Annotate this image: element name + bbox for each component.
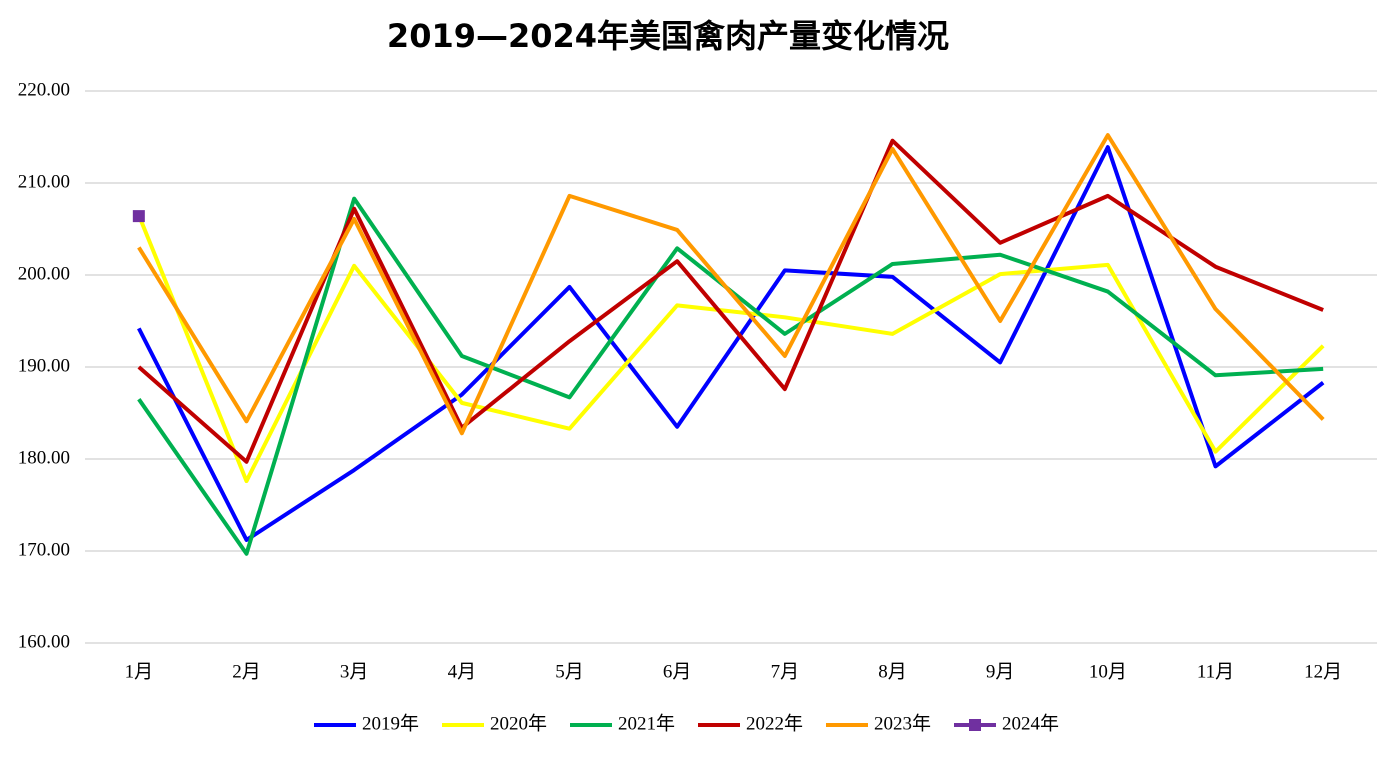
x-tick-label: 6月	[663, 661, 692, 682]
series-line	[137, 196, 1324, 556]
legend-label: 2022年	[746, 712, 803, 734]
y-tick-label: 160.00	[18, 631, 70, 652]
x-tick-label: 8月	[878, 661, 907, 682]
x-tick-label: 10月	[1089, 661, 1127, 682]
x-tick-label: 12月	[1304, 661, 1342, 682]
y-tick-label: 200.00	[18, 263, 70, 284]
point-marker	[132, 210, 145, 223]
y-tick-label: 180.00	[18, 447, 70, 468]
y-tick-label: 220.00	[18, 79, 70, 100]
series-line	[137, 145, 1325, 542]
x-tick-label: 4月	[448, 661, 477, 682]
legend-label: 2019年	[362, 712, 419, 734]
x-tick-label: 7月	[771, 661, 800, 682]
x-tick-label: 1月	[125, 661, 154, 682]
x-tick-label: 3月	[340, 661, 369, 682]
y-tick-label: 170.00	[18, 539, 70, 560]
series-line	[137, 138, 1324, 464]
legend-label: 2021年	[618, 712, 675, 734]
x-tick-label: 9月	[986, 661, 1015, 682]
x-tick-label: 2月	[232, 661, 261, 682]
x-tick-label: 11月	[1197, 661, 1234, 682]
legend-marker	[969, 719, 981, 731]
y-tick-label: 210.00	[18, 171, 70, 192]
y-tick-label: 190.00	[18, 355, 70, 376]
x-tick-label: 5月	[555, 661, 584, 682]
legend-label: 2020年	[490, 712, 547, 734]
legend-label: 2024年	[1002, 712, 1059, 734]
legend-label: 2023年	[874, 712, 931, 734]
chart-title: 2019—2024年美国禽肉产量变化情况	[387, 17, 949, 55]
series-line	[137, 133, 1325, 436]
series-line	[136, 214, 1325, 484]
